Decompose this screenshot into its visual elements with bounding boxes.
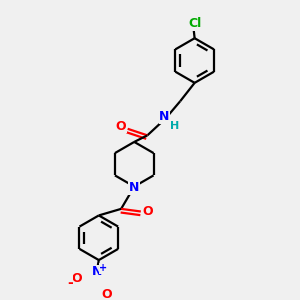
Text: O: O [101, 288, 112, 300]
Text: -: - [67, 276, 73, 290]
Text: N: N [159, 110, 170, 124]
Text: O: O [116, 120, 126, 133]
Text: O: O [142, 205, 153, 218]
Text: H: H [170, 121, 180, 130]
Text: O: O [71, 272, 82, 285]
Text: +: + [100, 263, 108, 274]
Text: Cl: Cl [188, 17, 201, 30]
Text: N: N [92, 266, 103, 278]
Text: N: N [129, 182, 140, 194]
